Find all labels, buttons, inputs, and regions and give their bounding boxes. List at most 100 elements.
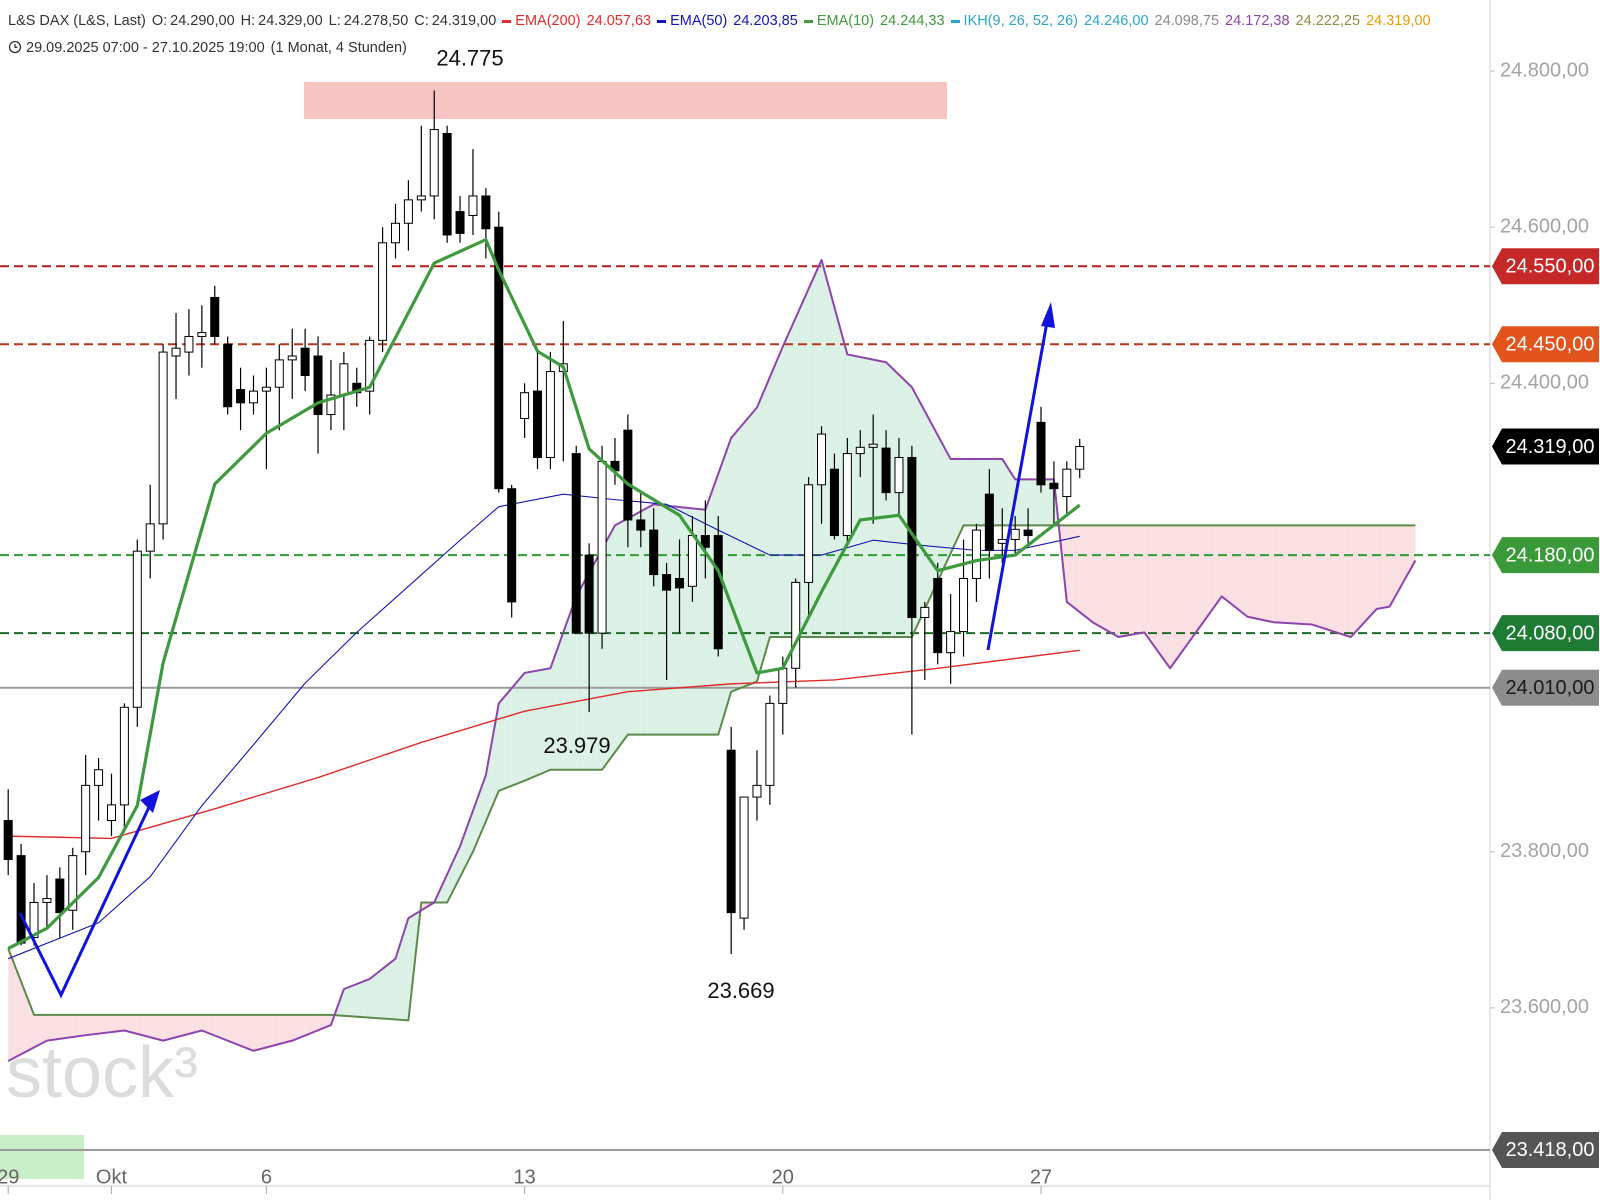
cloud-fill bbox=[666, 505, 674, 735]
candle-body bbox=[1062, 468, 1072, 498]
candle-body bbox=[94, 769, 104, 786]
candle-body bbox=[713, 535, 723, 650]
cloud-fill bbox=[698, 509, 706, 735]
cloud-fill bbox=[460, 828, 467, 878]
cloud-fill bbox=[731, 430, 738, 692]
cloud-fill bbox=[879, 360, 887, 638]
ichimoku-span-b bbox=[7, 524, 1416, 1022]
price-label-box bbox=[1492, 537, 1599, 574]
candle-body bbox=[855, 446, 865, 455]
cloud-fill bbox=[1144, 525, 1151, 642]
header-text: 24.222,25 bbox=[1295, 13, 1361, 29]
y-tick-label: 23.600,00 bbox=[1500, 996, 1589, 1018]
candle-body bbox=[1049, 482, 1059, 490]
candle-body bbox=[868, 443, 878, 448]
cloud-fill bbox=[1028, 479, 1035, 526]
cloud-fill bbox=[182, 1014, 189, 1036]
cloud-fill bbox=[92, 1014, 99, 1035]
candle-body bbox=[687, 535, 697, 587]
cloud-fill bbox=[369, 973, 377, 1019]
candle-body bbox=[662, 574, 672, 591]
cloud-fill bbox=[1034, 479, 1041, 526]
candle-body bbox=[313, 355, 323, 416]
cloud-fill bbox=[537, 669, 544, 776]
cloud-fill bbox=[311, 1014, 319, 1033]
candle-body bbox=[248, 390, 258, 404]
cloud-fill bbox=[556, 632, 564, 770]
cloud-fill bbox=[279, 1014, 286, 1045]
cloud-fill bbox=[285, 1014, 293, 1043]
candle-body bbox=[197, 332, 207, 337]
candle-body bbox=[429, 129, 439, 197]
cloud-fill bbox=[634, 511, 641, 735]
cloud-fill bbox=[1273, 525, 1280, 623]
candle-body bbox=[726, 749, 736, 914]
cloud-fill bbox=[85, 1014, 93, 1036]
annotation: 23.979 bbox=[543, 733, 610, 758]
candle-body bbox=[442, 132, 452, 236]
y-tick-label: 24.800,00 bbox=[1500, 59, 1589, 81]
clock-hands bbox=[14, 44, 18, 48]
candle-body bbox=[636, 519, 646, 531]
candle-body bbox=[571, 453, 581, 634]
cloud-fill bbox=[214, 1014, 222, 1039]
cloud-fill bbox=[59, 1014, 67, 1039]
cloud-fill bbox=[98, 1014, 106, 1034]
ema-line bbox=[8, 649, 1080, 840]
price-label-box bbox=[1492, 1131, 1599, 1168]
cloud-fill bbox=[1228, 525, 1235, 607]
cloud-fill bbox=[802, 288, 809, 638]
candle-body bbox=[68, 855, 78, 911]
cloud-fill bbox=[111, 1014, 118, 1033]
cloud-fill bbox=[292, 1014, 299, 1041]
cloud-fill bbox=[1241, 525, 1248, 617]
candle-body bbox=[81, 784, 91, 853]
price-label: 24.319,00 bbox=[1506, 436, 1595, 458]
cloud-fill bbox=[1079, 525, 1087, 618]
cloud-fill bbox=[860, 357, 867, 638]
drawings-layer: 24.550,00 24.450,00 24.319,00 24.180,00 24.0… bbox=[18, 45, 1599, 1168]
cloud-fill bbox=[208, 1014, 215, 1036]
cloud-fill bbox=[1099, 525, 1106, 630]
header-text: C: bbox=[414, 13, 429, 29]
cloud-fill bbox=[1021, 479, 1029, 526]
cloud-fill bbox=[1350, 525, 1358, 638]
cloud-fill bbox=[640, 507, 648, 735]
header-text: 24.172,38 bbox=[1225, 13, 1290, 29]
cloud-fill bbox=[679, 507, 686, 735]
cloud-fill bbox=[1383, 525, 1390, 608]
candle-body bbox=[378, 242, 388, 341]
cloud-fill bbox=[176, 1014, 183, 1038]
candle-body bbox=[455, 211, 465, 234]
cloud-fill bbox=[1157, 525, 1164, 660]
trend-arrow bbox=[986, 321, 1049, 651]
header-text: 24.246,00 bbox=[1084, 13, 1149, 29]
cloud-fill bbox=[14, 965, 22, 1058]
header-text: (1 Monat, 4 Stunden) bbox=[270, 40, 407, 56]
y-tick-label: 23.800,00 bbox=[1500, 840, 1589, 862]
cloud-fill bbox=[1337, 525, 1345, 635]
cloud-fill bbox=[1086, 525, 1093, 623]
header-text: 24.278,50 bbox=[343, 13, 409, 29]
price-label-box bbox=[1492, 669, 1599, 706]
cloud-fill bbox=[240, 1014, 248, 1049]
cloud-fill bbox=[976, 459, 983, 526]
cloud-fill bbox=[1376, 525, 1384, 609]
candle-body bbox=[842, 453, 852, 537]
trend-arrow bbox=[18, 804, 152, 999]
cloud-fill bbox=[769, 361, 777, 638]
candle-body bbox=[132, 550, 142, 708]
candle-body bbox=[236, 389, 246, 404]
candle-body bbox=[739, 796, 749, 919]
candle-body bbox=[584, 554, 594, 634]
cloud-fill bbox=[621, 518, 628, 744]
candle-body bbox=[971, 529, 981, 579]
cloud-fill bbox=[1312, 525, 1319, 627]
candle-body bbox=[778, 667, 788, 704]
cloud-fill bbox=[1176, 525, 1184, 660]
cloud-fill bbox=[750, 407, 757, 685]
cloud-fill bbox=[8, 948, 15, 1061]
cloud-fill bbox=[898, 374, 906, 638]
cloud-fill bbox=[188, 1014, 196, 1034]
